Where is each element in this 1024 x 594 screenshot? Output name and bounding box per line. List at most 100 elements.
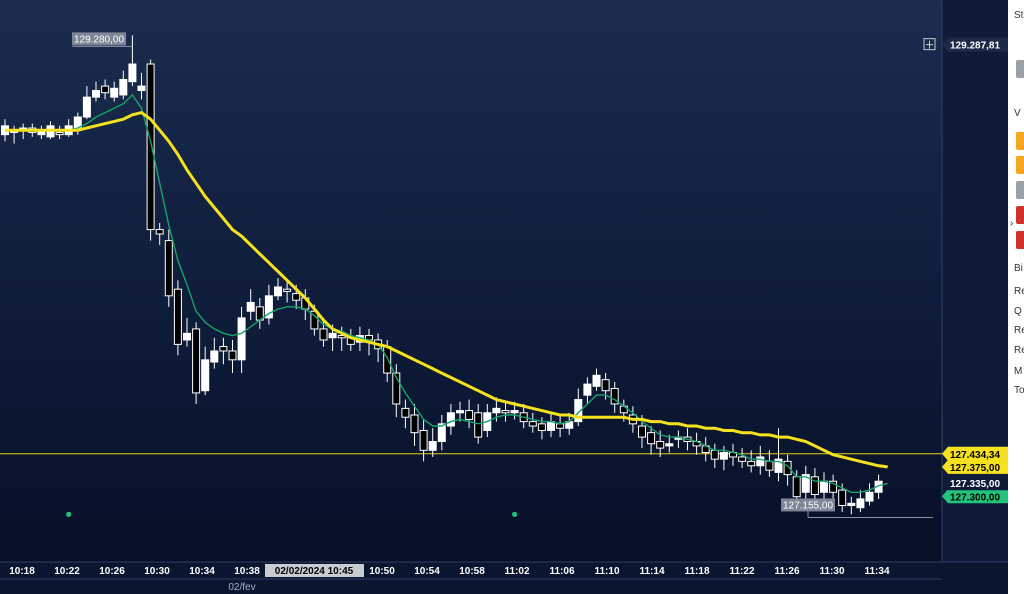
candle — [465, 399, 474, 429]
candle-body — [501, 410, 510, 414]
candle — [756, 445, 765, 475]
ema-slow-price-tag-bg — [942, 459, 1008, 474]
candle-body — [192, 328, 201, 394]
side-panel-button[interactable] — [1016, 156, 1024, 174]
candle-body — [137, 85, 146, 92]
candle — [783, 454, 792, 486]
ema-slow-price-tag-text: 127.375,00 — [950, 463, 1000, 474]
candle — [437, 415, 446, 451]
candle-body — [283, 288, 292, 292]
side-panel-label: Q — [1014, 306, 1022, 317]
candle-body — [401, 407, 410, 418]
side-panel-label: To — [1014, 385, 1024, 396]
last-price-tag-bg — [942, 476, 1008, 491]
candle — [128, 35, 137, 87]
candle-body — [456, 410, 464, 414]
x-tick-label: 11:30 — [819, 566, 844, 577]
candle — [10, 125, 19, 144]
crosshair-icon — [923, 38, 936, 51]
last-price-tag: 127.335,00 — [942, 476, 1008, 491]
side-panel-button[interactable] — [1016, 206, 1024, 224]
candle — [829, 474, 838, 502]
side-panel-label: Re — [1014, 325, 1024, 336]
candle — [210, 337, 219, 369]
x-tick-label: 11:10 — [594, 566, 619, 577]
candle-body — [119, 78, 128, 96]
candle — [55, 125, 64, 140]
candle — [719, 445, 728, 471]
candle-body — [228, 350, 237, 361]
candle-body — [274, 286, 282, 297]
x-tick-label: 11:14 — [639, 566, 664, 577]
candle-body — [128, 63, 137, 83]
candle-body — [528, 421, 537, 427]
last-price-tag-text: 127.335,00 — [950, 479, 1000, 490]
date-label: 02/fev — [228, 582, 255, 593]
ema-fast-line — [5, 93, 888, 493]
candle — [110, 81, 119, 102]
candle — [501, 401, 510, 422]
candle — [410, 403, 419, 446]
crosshair-time-box — [265, 564, 364, 577]
candle — [183, 317, 191, 347]
signal-marker — [511, 511, 518, 517]
candle — [592, 368, 601, 391]
candle-body — [474, 412, 483, 438]
candle-body — [155, 229, 164, 235]
candle-body — [492, 407, 501, 414]
x-tick-label: 10:54 — [414, 566, 440, 577]
candle-body — [801, 474, 810, 493]
candle-body — [55, 131, 64, 136]
candle-body — [710, 449, 719, 460]
candle — [729, 443, 737, 466]
candle — [283, 280, 292, 303]
candle-body — [246, 301, 255, 312]
candle-body — [392, 372, 401, 405]
side-panel-label: Re — [1014, 286, 1024, 297]
candle-body — [510, 410, 519, 414]
candle — [228, 339, 237, 374]
candle-body — [792, 476, 801, 498]
candle-body — [383, 346, 392, 374]
candle-body — [774, 458, 783, 473]
ema-slow-line — [5, 110, 888, 469]
ema-fast-price-tag-bg — [942, 489, 1008, 504]
side-panel-button[interactable] — [1016, 181, 1024, 199]
candle — [428, 428, 437, 457]
candle-body — [210, 350, 219, 363]
high-label-box — [72, 32, 126, 46]
candle-body — [437, 423, 446, 442]
x-tick-label: 11:34 — [864, 566, 889, 577]
x-axis-strip — [0, 562, 1008, 594]
candle — [701, 437, 710, 462]
x-tick-label: 10:30 — [144, 566, 170, 577]
candle-body — [838, 489, 847, 507]
collapse-arrow-icon[interactable]: › — [1010, 218, 1014, 229]
candle — [155, 222, 164, 246]
side-panel-button[interactable] — [1016, 132, 1024, 150]
candle-body — [547, 421, 555, 431]
candle — [137, 72, 146, 100]
candle — [119, 70, 128, 100]
side-panel-button[interactable] — [1016, 231, 1024, 249]
candle — [647, 426, 656, 455]
candle — [64, 119, 73, 137]
candle — [665, 434, 674, 453]
hline-price-tag: 127.434,34 — [942, 446, 1008, 461]
candle-body — [319, 328, 328, 341]
candle-body — [856, 498, 865, 509]
candle — [583, 377, 592, 404]
candle — [547, 412, 555, 438]
candle — [856, 490, 865, 513]
candle-body — [847, 502, 856, 507]
side-panel-button[interactable] — [1016, 60, 1024, 78]
side-panel: St V Bi Re Q Re Re M To › — [1008, 0, 1024, 594]
x-tick-label: 11:18 — [684, 566, 709, 577]
candle — [192, 322, 201, 404]
candle-body — [201, 359, 210, 392]
side-panel-label: St — [1014, 10, 1024, 21]
candle-body — [765, 460, 774, 471]
candle — [574, 388, 583, 427]
